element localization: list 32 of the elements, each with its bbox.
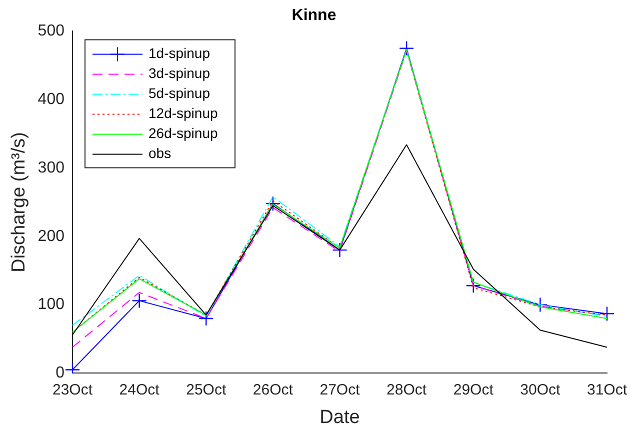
legend-label: 3d-spinup [148, 65, 210, 82]
point [265, 196, 281, 212]
point [466, 278, 481, 294]
y-tick-label: 0 [56, 364, 65, 382]
x-tick-label: 30Oct [520, 381, 562, 398]
y-tick-label: 100 [38, 296, 65, 314]
legend-label: 26d-spinup [148, 125, 218, 142]
y-tick-label: 400 [38, 91, 65, 108]
x-tick-label: 25Oct [186, 381, 227, 398]
point [398, 40, 414, 56]
legend-label: 12d-spinup [148, 105, 218, 122]
point [198, 310, 214, 326]
legend-label: obs [148, 145, 172, 162]
point [132, 293, 147, 308]
legend-label: 1d-spinup [148, 45, 210, 62]
point [599, 306, 615, 322]
y-tick-label: 500 [38, 22, 65, 40]
y-tick-label: 300 [38, 159, 65, 176]
x-axis-title: Date [320, 406, 360, 428]
x-tick-label: 28Oct [386, 381, 428, 398]
legend-label: 5d-spinup [148, 85, 210, 102]
y-axis-title: Discharge (m³/s) [8, 132, 30, 272]
x-tick-label: 27Oct [320, 381, 361, 398]
y-tick-label: 200 [38, 228, 65, 245]
point [332, 242, 348, 258]
x-tick-label: 31Oct [586, 381, 628, 398]
point [532, 297, 548, 312]
x-tick-label: 23Oct [52, 381, 94, 398]
x-tick-label: 29Oct [453, 381, 494, 398]
chart-title: Kinne [292, 7, 336, 24]
x-tick-label: 24Oct [119, 381, 160, 398]
x-tick-label: 26Oct [252, 381, 294, 398]
